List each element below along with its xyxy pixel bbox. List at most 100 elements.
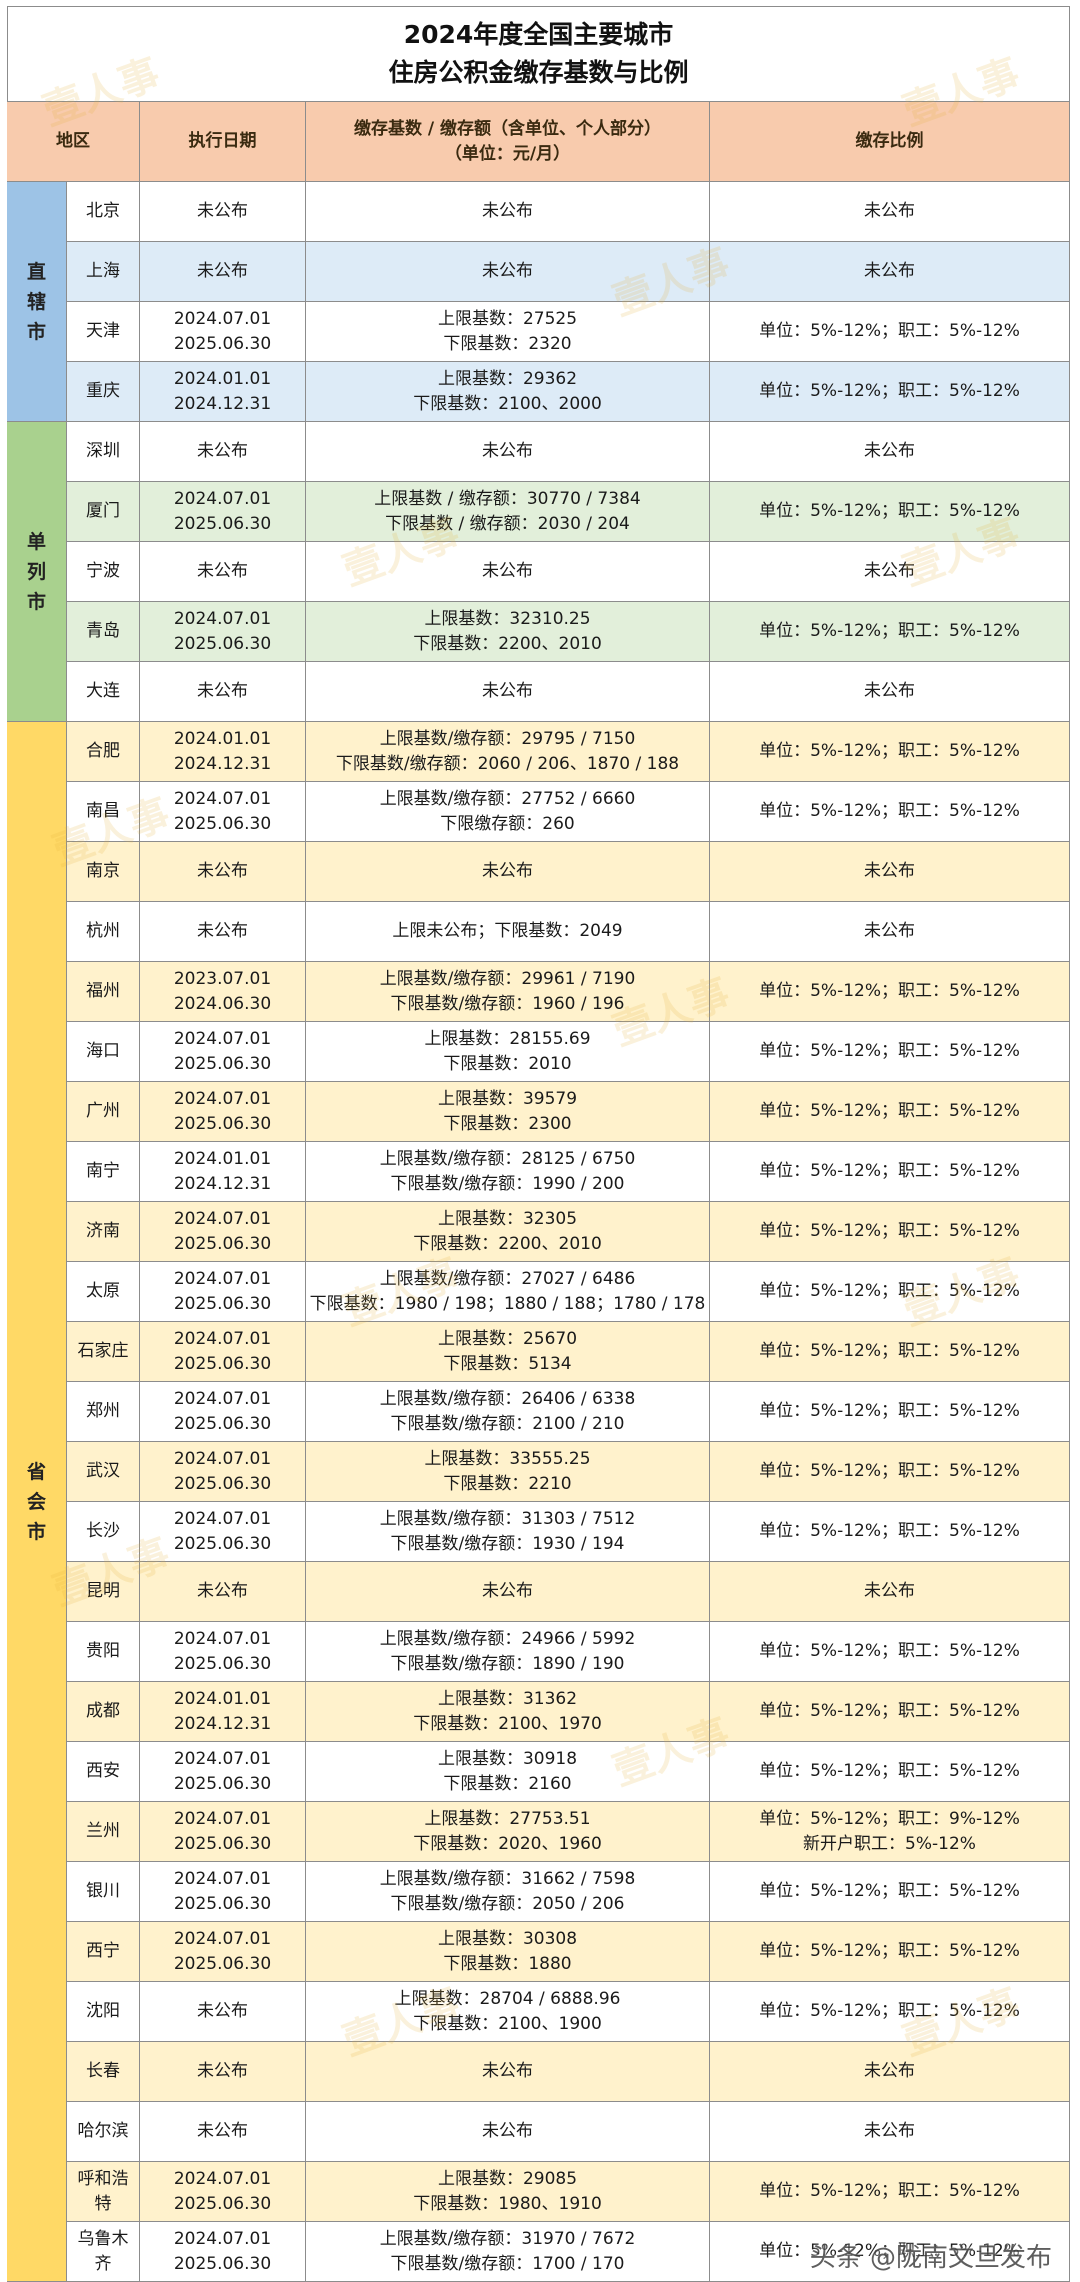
- cell-line: 未公布: [197, 561, 248, 581]
- base-cell: 上限基数：31362 下限基数：2100、1970: [306, 1682, 710, 1742]
- region-cell: 西宁: [67, 1922, 140, 1982]
- ratio-cell: 未公布: [710, 542, 1070, 602]
- ratio-cell: 单位：5%-12%；职工：5%-12%: [710, 362, 1070, 422]
- base-cell: 上限基数/缴存额：28125 / 6750 下限基数/缴存额：1990 / 200: [306, 1142, 710, 1202]
- region-cell: 长沙: [67, 1502, 140, 1562]
- ratio-cell: 单位：5%-12%；职工：5%-12%: [710, 1442, 1070, 1502]
- region-cell: 成都: [67, 1682, 140, 1742]
- ratio-cell: 单位：5%-12%；职工：5%-12%: [710, 1682, 1070, 1742]
- cell-line: 上限基数/缴存额：28125 / 6750: [379, 1148, 636, 1169]
- base-cell: 上限基数：29362 下限基数：2100、2000: [306, 362, 710, 422]
- ratio-cell: 未公布: [710, 182, 1070, 242]
- base-cell: 上限未公布；下限基数：2049: [306, 902, 710, 962]
- region-cell: 武汉: [67, 1442, 140, 1502]
- cell-line: 单位：5%-12%；职工：5%-12%: [759, 1521, 1020, 1541]
- cell-line: 2024.07.01: [173, 1088, 272, 1109]
- cell-line: 未公布: [864, 1581, 915, 1601]
- cell-line: 2024.07.01: [173, 1928, 272, 1949]
- cell-line: 2025.06.30: [173, 1953, 272, 1974]
- ratio-cell: 单位：5%-12%；职工：5%-12%: [710, 1202, 1070, 1262]
- date-cell: 2024.07.01 2025.06.30: [140, 1382, 306, 1442]
- cell-line: 未公布: [482, 2061, 533, 2081]
- header-cell: 地区: [7, 102, 140, 182]
- cell-line: 上限基数/缴存额：27027 / 6486: [379, 1268, 636, 1289]
- cell-line: 未公布: [197, 681, 248, 701]
- ratio-cell: 单位：5%-12%；职工：5%-12%: [710, 962, 1070, 1022]
- cell-line: 执行日期: [188, 131, 257, 151]
- cell-line: 上限基数/缴存额：29795 / 7150: [379, 728, 636, 749]
- ratio-cell: 单位：5%-12%；职工：5%-12%: [710, 1502, 1070, 1562]
- date-cell: 未公布: [140, 2042, 306, 2102]
- date-cell: 未公布: [140, 242, 306, 302]
- cell-line: 上限基数/缴存额：31970 / 7672: [379, 2228, 636, 2249]
- cell-line: 未公布: [864, 861, 915, 881]
- cell-line: 下限基数/缴存额：2050 / 206: [390, 1893, 625, 1914]
- date-cell: 2024.07.01 2025.06.30: [140, 1262, 306, 1322]
- cell-line: 下限基数：2200、2010: [413, 633, 602, 654]
- date-cell: 2024.01.01 2024.12.31: [140, 362, 306, 422]
- cell-line: 单位：5%-12%；职工：5%-12%: [759, 1281, 1020, 1301]
- cell-line: 2025.06.30: [173, 813, 272, 834]
- cell-line: 2024.12.31: [173, 393, 272, 414]
- cell-line: 下限基数 / 缴存额：2030 / 204: [385, 513, 630, 534]
- cell-line: 下限基数：5134: [443, 1353, 572, 1374]
- date-cell: 2023.07.01 2024.06.30: [140, 962, 306, 1022]
- region-cell: 北京: [67, 182, 140, 242]
- region-cell: 海口: [67, 1022, 140, 1082]
- cell-line: 下限基数：2100、2000: [413, 393, 602, 414]
- region-cell: 济南: [67, 1202, 140, 1262]
- ratio-cell: 单位：5%-12%；职工：5%-12%: [710, 2162, 1070, 2222]
- cell-line: 未公布: [864, 2121, 915, 2141]
- base-cell: 未公布: [306, 542, 710, 602]
- cell-line: 2024.12.31: [173, 753, 272, 774]
- cell-line: 上限未公布；下限基数：2049: [392, 921, 623, 941]
- ratio-cell: 单位：5%-12%；职工：5%-12%: [710, 602, 1070, 662]
- cell-line: 单位：5%-12%；职工：5%-12%: [759, 381, 1020, 401]
- base-cell: 未公布: [306, 842, 710, 902]
- cell-line: 上限基数：33555.25: [424, 1448, 591, 1469]
- cell-line: 未公布: [482, 861, 533, 881]
- region-cell: 青岛: [67, 602, 140, 662]
- region-cell: 厦门: [67, 482, 140, 542]
- cell-line: 下限基数：2210: [443, 1473, 572, 1494]
- cell-line: 2025.06.30: [173, 1353, 272, 1374]
- cell-line: 2024.07.01: [173, 2228, 272, 2249]
- cell-line: 上限基数/缴存额：27752 / 6660: [379, 788, 636, 809]
- base-cell: 上限基数：25670 下限基数：5134: [306, 1322, 710, 1382]
- date-cell: 未公布: [140, 182, 306, 242]
- cell-line: 2025.06.30: [173, 1473, 272, 1494]
- cell-line: 2025.06.30: [173, 1533, 272, 1554]
- base-cell: 上限基数/缴存额：31303 / 7512 下限基数/缴存额：1930 / 194: [306, 1502, 710, 1562]
- base-cell: 上限基数/缴存额：27027 / 6486 下限基数：1980 / 198；188…: [306, 1262, 710, 1322]
- cell-line: 未公布: [864, 561, 915, 581]
- cell-line: 上限基数/缴存额：24966 / 5992: [379, 1628, 636, 1649]
- cell-line: 未公布: [864, 921, 915, 941]
- cell-line: 2025.06.30: [173, 1773, 272, 1794]
- cell-line: 单位：5%-12%；职工：9%-12%: [759, 1808, 1020, 1829]
- ratio-cell: 未公布: [710, 662, 1070, 722]
- ratio-cell: 单位：5%-12%；职工：5%-12%: [710, 1322, 1070, 1382]
- cell-line: 单位：5%-12%；职工：5%-12%: [759, 1341, 1020, 1361]
- cell-line: 单位：5%-12%；职工：5%-12%: [759, 321, 1020, 341]
- header-cell: 缴存比例: [710, 102, 1070, 182]
- base-cell: 上限基数/缴存额：27752 / 6660 下限缴存额：260: [306, 782, 710, 842]
- cell-line: 未公布: [482, 681, 533, 701]
- cell-line: 上限基数：39579: [437, 1088, 578, 1109]
- cell-line: 下限基数：2100、1970: [413, 1713, 602, 1734]
- date-cell: 2024.07.01 2025.06.30: [140, 482, 306, 542]
- cell-line: 上限基数：31362: [437, 1688, 578, 1709]
- cell-line: 单位：5%-12%；职工：5%-12%: [759, 1701, 1020, 1721]
- cell-line: 2025.06.30: [173, 1413, 272, 1434]
- base-cell: 上限基数/缴存额：24966 / 5992 下限基数/缴存额：1890 / 190: [306, 1622, 710, 1682]
- cell-line: 2024.06.30: [173, 993, 272, 1014]
- base-cell: 上限基数/缴存额：31970 / 7672 下限基数/缴存额：1700 / 170: [306, 2222, 710, 2282]
- cell-line: 未公布: [197, 261, 248, 281]
- region-cell: 南京: [67, 842, 140, 902]
- cell-line: 2024.12.31: [173, 1713, 272, 1734]
- cell-line: 未公布: [482, 261, 533, 281]
- cell-line: 单位：5%-12%；职工：5%-12%: [759, 1881, 1020, 1901]
- ratio-cell: 单位：5%-12%；职工：5%-12%: [710, 1262, 1070, 1322]
- date-cell: 2024.07.01 2025.06.30: [140, 1442, 306, 1502]
- cell-line: 上限基数：32305: [437, 1208, 578, 1229]
- cell-line: 单位：5%-12%；职工：5%-12%: [759, 1401, 1020, 1421]
